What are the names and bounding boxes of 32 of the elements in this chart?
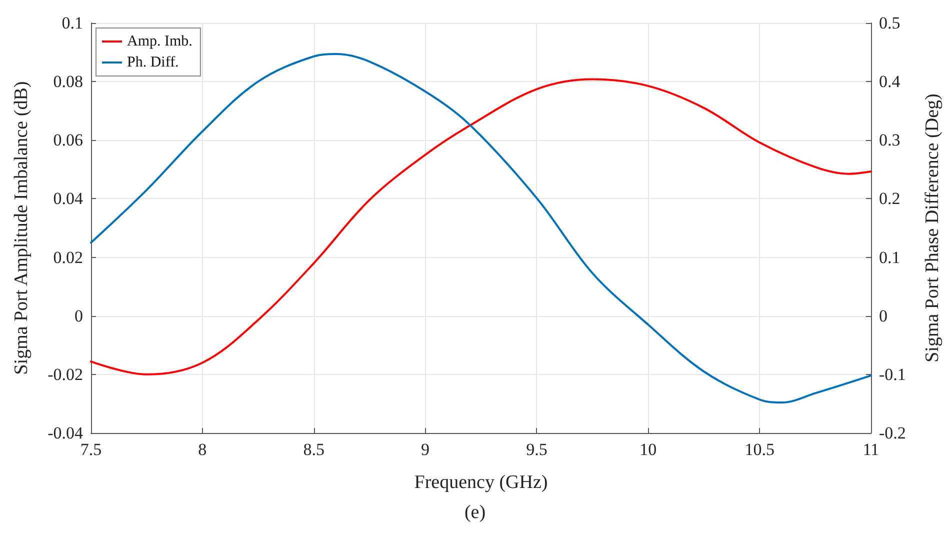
- y2-tick-label: -0.1: [879, 364, 906, 384]
- y2-tick-label: 0.5: [879, 14, 900, 32]
- y2-tick-label: 0.1: [879, 248, 900, 267]
- x-tick-label: 9.5: [526, 440, 548, 459]
- y-tick-label: 0: [74, 306, 83, 326]
- y2-tick-label: -0.2: [879, 424, 906, 442]
- legend-label: Ph. Diff.: [127, 54, 179, 70]
- y-tick-label: 0.06: [53, 130, 83, 150]
- x-tick-label: 9: [421, 440, 430, 459]
- text: (e): [464, 502, 486, 523]
- y2-tick-label: 0: [879, 306, 888, 326]
- legend-label: Amp. Imb.: [127, 34, 192, 50]
- x-tick-label: 7.5: [80, 440, 102, 459]
- y-tick-label: 0.02: [53, 248, 83, 267]
- x-tick-label: 8.5: [303, 440, 324, 459]
- line-series: [90, 53, 872, 404]
- y2-tick-label: 0.2: [879, 189, 900, 208]
- y-tick-label: 0.08: [53, 72, 83, 92]
- y-tick-label: -0.04: [48, 424, 84, 442]
- x-tick-label: 8: [198, 440, 207, 459]
- y2-tick-label: 0.3: [879, 130, 900, 150]
- y-tick-label: 0.04: [53, 189, 84, 208]
- y-axis-title: Sigma Port Amplitude Imbalance (dB): [11, 81, 32, 375]
- y2-tick-label: 0.4: [879, 72, 901, 92]
- x-tick-label: 10: [640, 440, 657, 459]
- y2-axis-title: Sigma Port Phase Difference (Deg): [922, 94, 943, 362]
- line-series: [90, 78, 872, 376]
- x-tick-label: 10.5: [744, 440, 774, 459]
- y-tick-label: -0.02: [48, 364, 83, 384]
- x-axis-title: Frequency (GHz): [414, 472, 548, 493]
- x-tick-label: 11: [862, 440, 880, 459]
- y-tick-label: 0.1: [62, 14, 83, 32]
